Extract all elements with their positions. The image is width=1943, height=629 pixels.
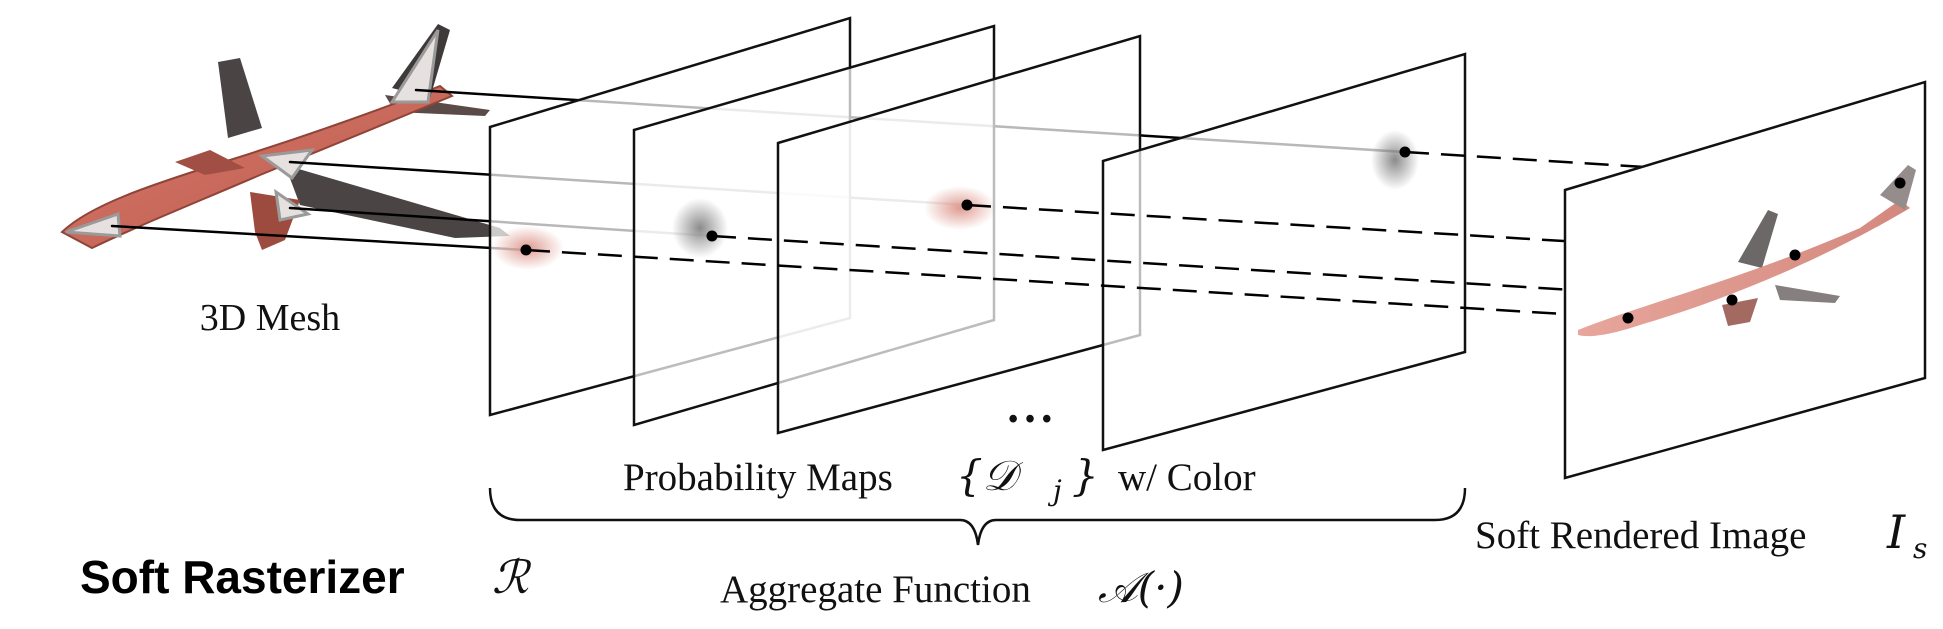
mesh-airplane	[60, 24, 510, 250]
soft-point-nose	[1622, 312, 1634, 324]
title-group: Soft Rasterizer ℛ	[80, 550, 532, 604]
blob-gray-4	[1371, 130, 1419, 190]
ellipsis: • • •	[1008, 404, 1051, 435]
probability-map-4	[1101, 52, 1467, 452]
blob-red-3	[924, 186, 996, 230]
soft-point-mid	[1789, 249, 1801, 261]
probability-maps-symbol: {𝒟	[956, 451, 1024, 500]
soft-point-tail	[1894, 177, 1906, 189]
probability-maps-close: }	[1072, 451, 1099, 500]
probability-map-3	[776, 34, 1142, 435]
mesh-far-wing	[285, 165, 510, 238]
mesh-triangle-nose	[65, 211, 122, 238]
mesh-fuselage	[60, 84, 454, 250]
dash-nose	[525, 248, 1629, 320]
mesh-triangle-tail	[389, 29, 440, 104]
mesh-tail-fin	[218, 58, 262, 138]
soft-rendered-subscript: s	[1913, 532, 1927, 565]
soft-point-wing	[1726, 294, 1738, 306]
mesh-triangle-wing	[274, 188, 312, 222]
soft-rendered-image	[1563, 80, 1927, 480]
soft-rendered-label: Soft Rendered Image	[1475, 514, 1806, 557]
aggregate-label: Aggregate Function	[720, 568, 1031, 611]
aggregate-brace	[488, 487, 1467, 546]
probability-maps-caption: Probability Maps {𝒟 j } w/ Color	[623, 451, 1256, 507]
mesh-label: 3D Mesh	[200, 297, 340, 339]
mesh-wing-root	[175, 150, 245, 175]
title-symbol: ℛ	[492, 550, 532, 604]
aggregate-caption: Aggregate Function 𝒜(·)	[720, 563, 1184, 612]
soft-rendered-symbol: I	[1886, 505, 1906, 559]
probability-maps-label: Probability Maps	[623, 456, 893, 499]
dash-wing	[711, 234, 1733, 302]
probability-maps-suffix: w/ Color	[1118, 456, 1256, 499]
mesh-near-wing	[250, 192, 300, 250]
probability-map-planes: • • •	[488, 16, 1467, 452]
title: Soft Rasterizer	[80, 551, 405, 603]
soft-rendered-caption: Soft Rendered Image I s	[1475, 505, 1927, 565]
blob-gray-2	[672, 198, 728, 258]
probability-maps-subscript: j	[1047, 474, 1062, 507]
line-nose	[110, 224, 528, 252]
aggregate-symbol: 𝒜(·)	[1098, 563, 1184, 612]
